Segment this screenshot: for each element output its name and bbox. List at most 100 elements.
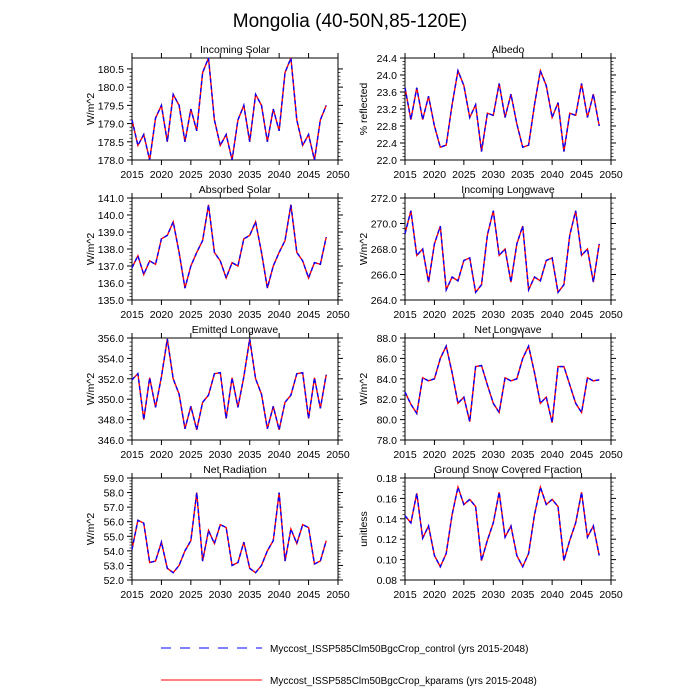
y-tick-label: 55.0: [104, 531, 125, 543]
panel-net-longwave: Net Longwave W/m^2 2015 2020 2025 2030 2035 204…: [358, 324, 623, 461]
series-line-control: [131, 57, 327, 161]
y-tick-label: 138.0: [98, 244, 124, 256]
y-tick-label: 179.0: [98, 119, 124, 131]
y-tick-label: 140.0: [98, 210, 124, 222]
x-tick-label: 2030: [482, 449, 506, 461]
y-tick-label: 136.0: [98, 278, 124, 290]
x-tick-label: 2025: [452, 169, 476, 181]
y-axis-label: % reflected: [358, 83, 370, 136]
series-line-control: [131, 338, 327, 430]
y-tick-label: 22.4: [377, 138, 398, 150]
panel-title: Net Longwave: [474, 324, 541, 336]
figure-title: Mongolia (40-50N,85-120E): [233, 11, 467, 32]
x-tick-label: 2035: [511, 169, 535, 181]
panel-title: Absorbed Solar: [199, 184, 272, 196]
y-tick-label: 352.0: [98, 374, 124, 386]
x-tick-label: 2030: [209, 309, 233, 321]
x-tick-label: 2030: [209, 589, 233, 601]
y-axis-label: W/m^2: [358, 233, 370, 266]
legend-label-kparams: Myccost_ISSP585Clm50BgcCrop_kparams (yrs…: [270, 676, 537, 687]
y-tick-label: 141.0: [98, 193, 124, 205]
series-line-control: [404, 210, 600, 295]
plot-frame: [131, 197, 339, 301]
panel-albedo: Albedo % reflected 2015 2020 2025 2030 2035 204…: [358, 44, 623, 181]
series-line-control: [131, 204, 327, 289]
x-tick-label: 2040: [267, 309, 291, 321]
plot-frame: [404, 57, 612, 161]
series-line-kparams: [131, 57, 327, 161]
x-tick-label: 2020: [423, 589, 447, 601]
y-tick-label: 53.0: [104, 560, 125, 572]
x-tick-label: 2020: [150, 589, 174, 601]
x-tick-label: 2015: [120, 589, 144, 601]
x-tick-label: 2025: [452, 449, 476, 461]
series-line-kparams: [131, 492, 327, 574]
panel-net-radiation: Net Radiation W/m^2 2015 2020 2025 2030 2035 20…: [85, 464, 350, 601]
x-tick-label: 2050: [326, 589, 350, 601]
y-tick-label: 178.0: [98, 155, 124, 167]
x-tick-label: 2020: [150, 309, 174, 321]
y-tick-label: 0.18: [377, 473, 398, 485]
x-tick-label: 2015: [120, 309, 144, 321]
series-line-control: [404, 68, 600, 152]
y-tick-label: 270.0: [371, 219, 397, 231]
panel-ground-snow-covered-fraction: Ground Snow Covered Fraction unitless 2015…: [358, 464, 623, 601]
x-tick-label: 2050: [326, 449, 350, 461]
y-tick-label: 268.0: [371, 244, 397, 256]
series-line-kparams: [131, 204, 327, 289]
x-tick-label: 2030: [209, 449, 233, 461]
y-tick-label: 78.0: [377, 435, 398, 447]
y-tick-label: 266.0: [371, 270, 397, 282]
x-tick-label: 2030: [482, 589, 506, 601]
y-tick-label: 52.0: [104, 575, 125, 587]
panel-incoming-solar: Incoming Solar W/m^2 2015 2020 2025 2030 2035 2…: [85, 44, 350, 181]
x-tick-label: 2025: [452, 589, 476, 601]
legend: Myccost_ISSP585Clm50BgcCrop_control (yrs…: [161, 644, 537, 687]
x-tick-label: 2050: [599, 169, 623, 181]
y-axis-label: W/m^2: [85, 513, 97, 546]
y-tick-label: 86.0: [377, 353, 398, 365]
x-tick-label: 2045: [297, 589, 321, 601]
y-tick-label: 178.5: [98, 137, 124, 149]
x-tick-label: 2035: [511, 449, 535, 461]
series-line-kparams: [404, 68, 600, 152]
x-tick-label: 2040: [540, 449, 564, 461]
x-tick-label: 2045: [570, 589, 594, 601]
y-tick-label: 24.4: [377, 53, 398, 65]
y-axis-label: W/m^2: [358, 373, 370, 406]
x-tick-label: 2020: [423, 169, 447, 181]
panel-title: Albedo: [492, 44, 525, 56]
x-tick-label: 2050: [599, 309, 623, 321]
y-tick-label: 135.0: [98, 295, 124, 307]
plot-frame: [131, 337, 339, 441]
y-tick-label: 180.0: [98, 82, 124, 94]
panel-title: Ground Snow Covered Fraction: [434, 464, 582, 476]
x-tick-label: 2045: [297, 169, 321, 181]
x-tick-label: 2045: [297, 449, 321, 461]
x-tick-label: 2040: [540, 309, 564, 321]
x-tick-label: 2035: [238, 169, 262, 181]
y-tick-label: 0.10: [377, 555, 398, 567]
series-line-kparams: [131, 338, 327, 430]
panels-container: Incoming Solar W/m^2 2015 2020 2025 2030 2035 2…: [85, 44, 623, 601]
x-tick-label: 2015: [393, 449, 417, 461]
y-axis-label: W/m^2: [85, 233, 97, 266]
x-tick-label: 2025: [179, 589, 203, 601]
x-tick-label: 2025: [179, 309, 203, 321]
x-tick-label: 2050: [599, 589, 623, 601]
x-tick-label: 2045: [570, 449, 594, 461]
y-tick-label: 348.0: [98, 415, 124, 427]
plot-frame: [404, 477, 612, 581]
y-tick-label: 23.2: [377, 104, 398, 116]
panel-absorbed-solar: Absorbed Solar W/m^2 2015 2020 2025 2030 2035 2…: [85, 184, 350, 321]
y-tick-label: 22.0: [377, 155, 398, 167]
panel-emitted-longwave: Emitted Longwave W/m^2 2015 2020 2025 2030 203…: [85, 324, 350, 461]
y-tick-label: 137.0: [98, 261, 124, 273]
y-tick-label: 264.0: [371, 295, 397, 307]
panel-title: Net Radiation: [203, 464, 267, 476]
x-tick-label: 2030: [482, 309, 506, 321]
y-tick-label: 350.0: [98, 394, 124, 406]
y-tick-label: 59.0: [104, 473, 125, 485]
y-tick-label: 179.5: [98, 100, 124, 112]
x-tick-label: 2025: [179, 169, 203, 181]
